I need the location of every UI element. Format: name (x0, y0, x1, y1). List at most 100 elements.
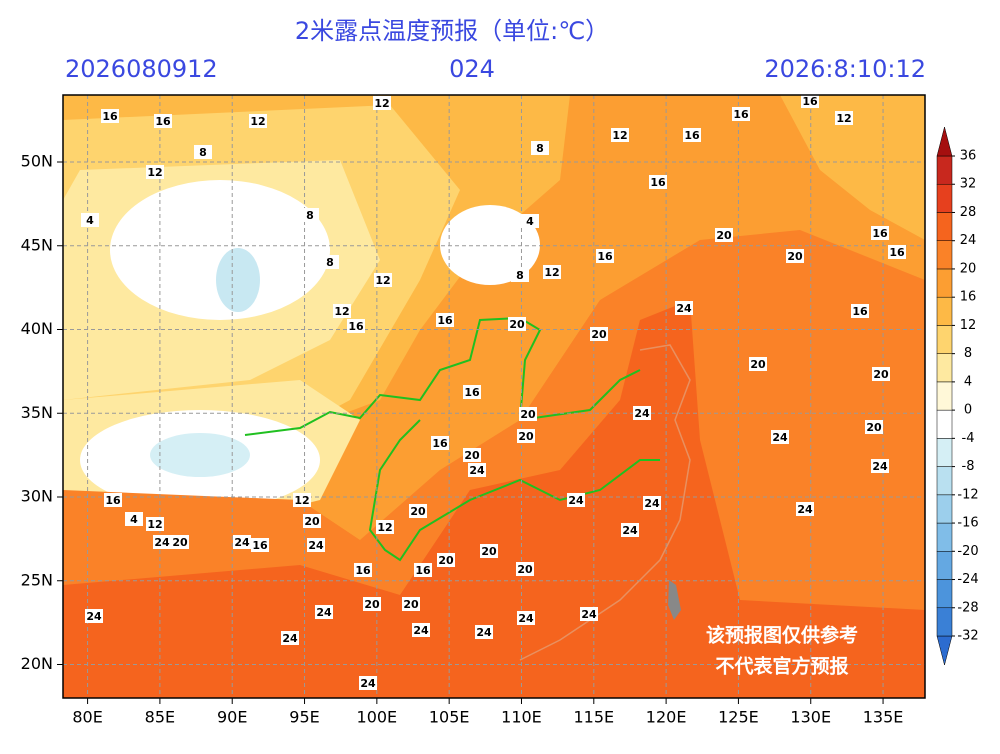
contour-label-box (649, 175, 667, 189)
y-tick-label: 30N (21, 487, 53, 506)
x-tick-label: 115E (573, 708, 614, 727)
colorbar-label: -16 (957, 516, 978, 531)
contour-label-box (517, 429, 535, 443)
contour-label-box (732, 107, 750, 121)
colorbar-label: 28 (960, 205, 977, 220)
contour-label-box (412, 623, 430, 637)
contour-label: 8 (326, 256, 334, 269)
contour-label-box (249, 114, 267, 128)
title: 2米露点温度预报（单位:℃） (295, 17, 609, 45)
colorbar-label: 0 (964, 403, 972, 418)
contour-label: 20 (787, 250, 803, 263)
contour-label: 8 (536, 142, 544, 155)
contour-label-box (347, 319, 365, 333)
contour-label-box (307, 538, 325, 552)
contour-label-box (321, 255, 339, 269)
colorbar-swatch (936, 494, 953, 524)
contour-label-box (771, 430, 789, 444)
contour-label: 20 (591, 328, 607, 341)
colorbar-cap (936, 635, 953, 666)
contour-label: 20 (364, 598, 380, 611)
contour-label: 16 (650, 176, 666, 189)
contour-label: 24 (282, 632, 298, 645)
contour-label: 12 (377, 521, 392, 534)
contour-label: 20 (304, 515, 320, 528)
x-tick-label: 125E (718, 708, 759, 727)
contour-label: 16 (802, 95, 818, 108)
colorbar-swatch (936, 353, 953, 383)
contour-label-box (567, 493, 585, 507)
contour-label-box (436, 313, 454, 327)
contour-label-box (101, 109, 119, 123)
contour-label: 24 (581, 608, 597, 621)
contour-label: 24 (634, 407, 650, 420)
contour-label-box (531, 141, 549, 155)
field-cold (150, 433, 250, 477)
contour-label: 20 (520, 408, 536, 421)
contour-label: 16 (432, 437, 448, 450)
contour-label: 16 (464, 386, 480, 399)
contour-label-box (835, 111, 853, 125)
x-tick-label: 130E (790, 708, 831, 727)
contour-label: 8 (516, 269, 524, 282)
contour-label: 20 (403, 598, 419, 611)
contour-label: 12 (836, 112, 851, 125)
contour-label-box (437, 553, 455, 567)
contour-label-box (153, 535, 171, 549)
contour-label: 8 (306, 209, 314, 222)
contour-label-box (374, 273, 392, 287)
contour-label-box (480, 544, 498, 558)
river (244, 316, 660, 562)
contour-label: 20 (481, 545, 497, 558)
watermark: 不代表官方预报 (715, 655, 848, 678)
contour-label: 16 (733, 108, 749, 121)
contour-label: 24 (476, 626, 492, 639)
colorbar-label: -28 (957, 600, 978, 615)
contour-label: 16 (415, 564, 431, 577)
contour-label-box (796, 502, 814, 516)
contour-label: 16 (102, 110, 118, 123)
colorbar-label: -8 (962, 459, 975, 474)
contour-label-box (376, 520, 394, 534)
contour-label-box (431, 436, 449, 450)
contour-label-box (543, 265, 561, 279)
contour-label-box (171, 535, 189, 549)
y-tick-label: 25N (21, 570, 53, 589)
colorbar-swatch (936, 579, 953, 609)
contour-label-box (463, 448, 481, 462)
contour-label-box (373, 96, 391, 110)
contour-label: 16 (852, 305, 868, 318)
contour-label-box (871, 459, 889, 473)
contour-label: 24 (518, 612, 534, 625)
contour-label-box (146, 517, 164, 531)
colorbar-swatch (936, 607, 953, 637)
contour-label: 20 (172, 536, 188, 549)
contour-label: 20 (410, 505, 426, 518)
contour-label: 12 (612, 129, 627, 142)
contour-label-box (281, 631, 299, 645)
contour-label-box (590, 327, 608, 341)
map-frame (62, 94, 926, 699)
contour-label: 24 (568, 494, 584, 507)
contour-label: 20 (517, 563, 533, 576)
x-tick-label: 90E (217, 708, 247, 727)
contour-label: 24 (360, 677, 376, 690)
contour-label: 12 (374, 97, 389, 110)
contour-label: 12 (375, 274, 390, 287)
colorbar-label: 20 (960, 261, 977, 276)
contour-label: 24 (413, 624, 429, 637)
contour-label: 12 (250, 115, 265, 128)
watermark: 该预报图仅供参考 (706, 624, 858, 647)
x-tick-label: 120E (646, 708, 687, 727)
contour-label-box (359, 676, 377, 690)
contour-label-box (596, 249, 614, 263)
contour-label: 24 (316, 606, 332, 619)
contour-label: 20 (750, 358, 766, 371)
colorbar-label: 16 (960, 290, 977, 305)
contour-label-box (633, 406, 651, 420)
contour-label-box (871, 226, 889, 240)
colorbar-label: -24 (957, 572, 978, 587)
contour-label: 24 (308, 539, 324, 552)
contour-label: 4 (130, 513, 138, 526)
